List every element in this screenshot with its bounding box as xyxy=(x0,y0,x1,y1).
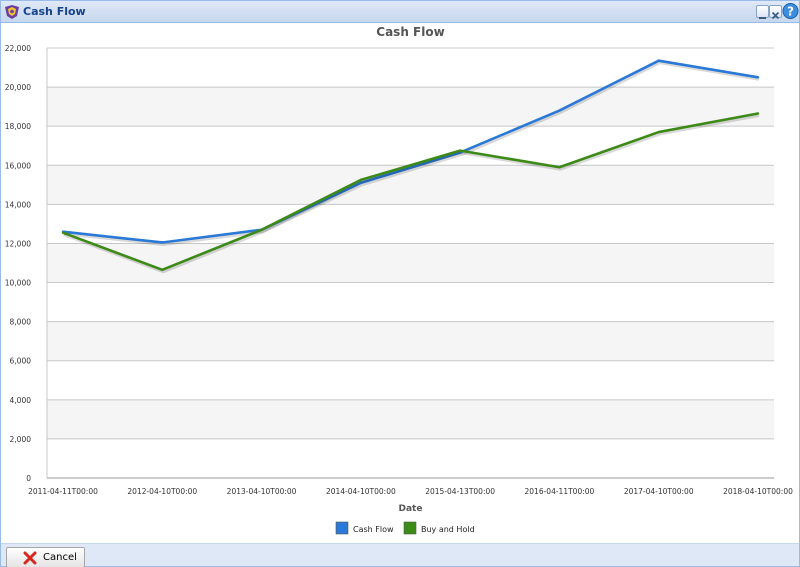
y-tick-label: 14,000 xyxy=(5,200,31,209)
y-tick-label: 20,000 xyxy=(5,83,31,92)
x-tick-label: 2017-04-10T00:00 xyxy=(624,487,694,496)
series-line-cash-flow xyxy=(62,59,759,244)
data-point xyxy=(260,228,263,231)
data-point xyxy=(756,112,760,115)
data-point xyxy=(458,149,462,152)
x-tick-label: 2013-04-10T00:00 xyxy=(227,487,297,496)
y-tick-label: 16,000 xyxy=(5,161,31,170)
cancel-button-label: Cancel xyxy=(43,552,77,563)
x-tick-label: 2015-04-13T00:00 xyxy=(425,487,495,496)
data-point xyxy=(657,130,660,134)
y-tick-label: 6,000 xyxy=(10,357,32,366)
line-chart: Cash Flow 0 2,000 4,000 6,000 8,000 10,000 12,0… xyxy=(5,25,793,535)
series-shadow xyxy=(63,114,760,274)
app-logo-icon xyxy=(5,5,19,19)
data-point xyxy=(558,166,561,169)
minimize-button[interactable] xyxy=(756,5,769,19)
x-tick-label: 2016-04-11T00:00 xyxy=(525,487,595,496)
y-tick-label: 10,000 xyxy=(5,279,31,288)
data-point xyxy=(558,109,561,112)
legend-label[interactable]: Buy and Hold xyxy=(421,525,475,534)
y-tick-label: 12,000 xyxy=(5,239,31,248)
y-tick-label: 2,000 xyxy=(10,435,32,444)
y-tick-label: 22,000 xyxy=(5,44,31,53)
red-x-icon xyxy=(23,551,37,564)
help-icon[interactable]: ? xyxy=(782,1,799,21)
data-point xyxy=(61,231,65,234)
grid-band xyxy=(47,321,774,361)
legend-swatch[interactable] xyxy=(335,521,349,535)
data-point xyxy=(161,241,164,244)
x-tick-label: 2012-04-10T00:00 xyxy=(127,487,197,496)
grid-band xyxy=(47,165,774,205)
y-tick-label: 18,000 xyxy=(5,122,31,131)
data-point xyxy=(657,59,660,62)
legend-swatch[interactable] xyxy=(403,521,417,535)
footer-toolbar: Cancel xyxy=(1,543,799,567)
grid-band xyxy=(47,87,774,127)
grid-band xyxy=(47,243,774,283)
data-point xyxy=(161,268,164,272)
x-tick-label: 2011-04-11T00:00 xyxy=(28,487,98,496)
cancel-button[interactable]: Cancel xyxy=(6,547,85,567)
y-tick-label: 0 xyxy=(26,474,31,483)
chart-panel: Cash Flow 0 2,000 4,000 6,000 8,000 10,000 12,0… xyxy=(1,23,799,543)
minimize-icon xyxy=(759,17,766,19)
series-shadow xyxy=(63,61,760,246)
series-line-buy-and-hold xyxy=(62,112,759,272)
title-bar[interactable]: Cash Flow ? xyxy=(1,1,799,23)
window-title: Cash Flow xyxy=(23,5,86,18)
data-point xyxy=(359,181,363,185)
data-point xyxy=(756,76,760,79)
y-tick-label: 4,000 xyxy=(10,396,32,405)
svg-text:?: ? xyxy=(787,5,794,19)
grid-band xyxy=(47,399,774,439)
x-axis-label: Date xyxy=(399,504,423,514)
legend-label[interactable]: Cash Flow xyxy=(353,525,394,534)
x-tick-label: 2014-04-10T00:00 xyxy=(326,487,396,496)
x-tick-label: 2018-04-10T00:00 xyxy=(723,487,793,496)
close-button[interactable] xyxy=(769,5,782,20)
close-icon xyxy=(771,11,780,20)
chart-title: Cash Flow xyxy=(376,25,444,39)
data-point xyxy=(359,178,363,182)
y-tick-label: 8,000 xyxy=(10,318,32,327)
